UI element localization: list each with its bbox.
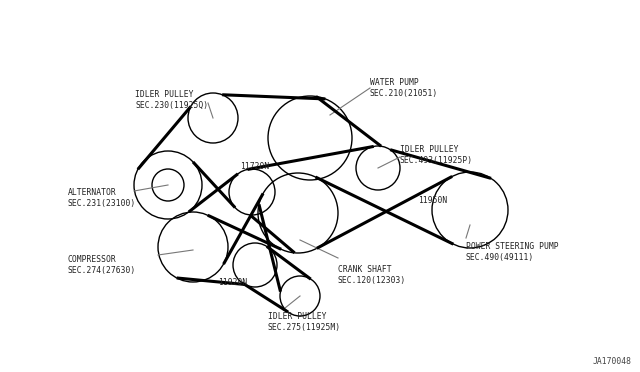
Text: COMPRESSOR
SEC.274(27630): COMPRESSOR SEC.274(27630) — [68, 255, 136, 275]
Text: WATER PUMP
SEC.210(21051): WATER PUMP SEC.210(21051) — [370, 78, 438, 99]
Text: CRANK SHAFT
SEC.120(12303): CRANK SHAFT SEC.120(12303) — [338, 265, 406, 285]
Text: 11720N: 11720N — [240, 162, 269, 171]
Text: IDLER PULLEY
SEC.275(11925M): IDLER PULLEY SEC.275(11925M) — [268, 312, 341, 333]
Text: IDLER PULLEY
SEC.493(11925P): IDLER PULLEY SEC.493(11925P) — [400, 145, 473, 166]
Text: IDLER PULLEY
SEC.230(11925Q): IDLER PULLEY SEC.230(11925Q) — [135, 90, 208, 110]
Text: JA170048: JA170048 — [593, 357, 632, 366]
Text: 11950N: 11950N — [418, 196, 447, 205]
Text: ALTERNATOR
SEC.231(23100): ALTERNATOR SEC.231(23100) — [68, 188, 136, 208]
Text: POWER STEERING PUMP
SEC.490(49111): POWER STEERING PUMP SEC.490(49111) — [466, 242, 559, 263]
Text: 11920N: 11920N — [218, 278, 247, 287]
